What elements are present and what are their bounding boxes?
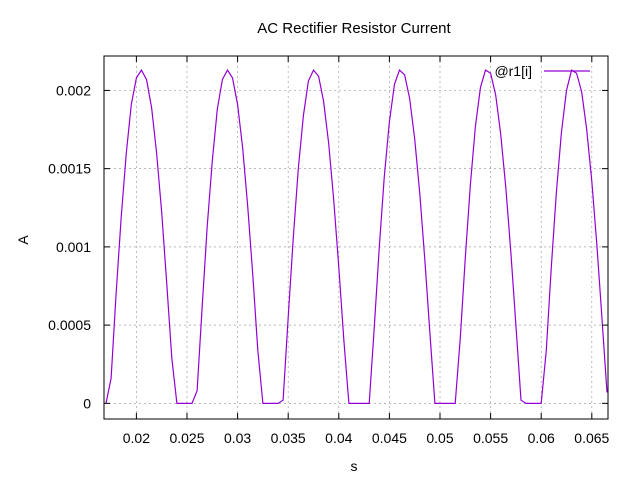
chart-title: AC Rectifier Resistor Current — [257, 20, 451, 37]
tick-layer: 0.02 0.025 0.03 0.035 0.04 0.045 0.05 0.055 0.06… — [48, 56, 610, 446]
x-tick-label: 0.03 — [224, 430, 251, 446]
x-tick-label: 0.04 — [325, 430, 352, 446]
x-tick-label: 0.045 — [372, 430, 407, 446]
x-tick-label: 0.06 — [528, 430, 555, 446]
legend: @r1[i] — [494, 63, 590, 79]
x-tick-label: 0.055 — [473, 430, 508, 446]
plot-frame — [103, 55, 609, 420]
x-tick-label: 0.02 — [123, 430, 150, 446]
y-tick-label: 0.002 — [56, 82, 91, 98]
x-tick-label: 0.065 — [574, 430, 609, 446]
series-line — [105, 68, 608, 404]
y-tick-label: 0.0015 — [48, 161, 91, 177]
y-tick-label: 0 — [83, 395, 91, 411]
legend-label: @r1[i] — [494, 63, 532, 79]
x-tick-label: 0.05 — [426, 430, 453, 446]
y-tick-label: 0.001 — [56, 239, 91, 255]
y-tick-label: 0.0005 — [48, 317, 91, 333]
series-layer — [105, 68, 608, 404]
x-tick-label: 0.025 — [169, 430, 204, 446]
x-axis-label: s — [351, 458, 358, 474]
grid-layer — [104, 56, 608, 419]
x-tick-label: 0.035 — [271, 430, 306, 446]
y-axis-label: A — [15, 235, 31, 245]
